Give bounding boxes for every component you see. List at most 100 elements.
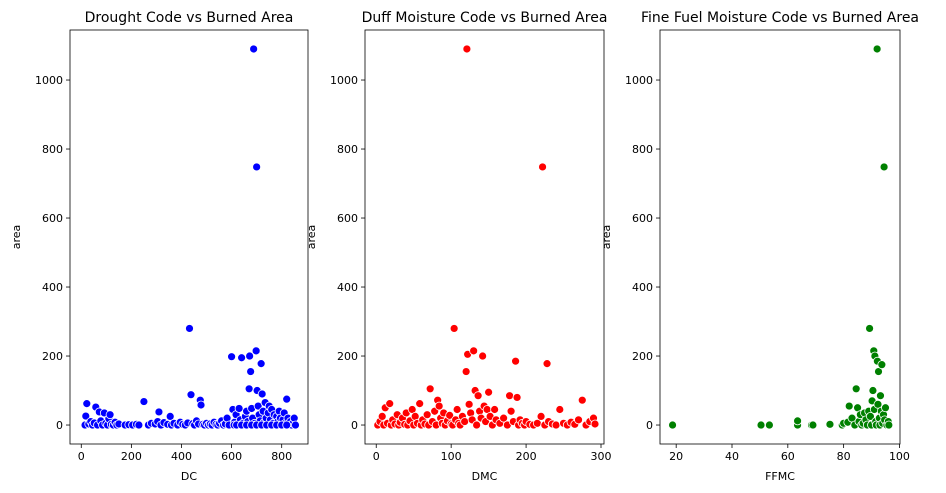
dc-point [165,411,175,421]
dc-x-tick-label: 200 [121,450,142,463]
dmc-x-tick-label: 0 [373,450,380,463]
dc-point [282,420,292,430]
dmc-point [452,405,462,414]
ffmc-y-axis-label: area [600,225,613,250]
dmc-x-tick-label: 300 [591,450,612,463]
dmc-point [577,395,587,405]
dmc-point [422,410,432,420]
ffmc-point [668,420,677,430]
dmc-point [377,411,387,421]
dc-scatter-panel: 0 200 400 600 800 0 200 400 600 800 1000 Drought Co… [10,10,309,483]
dmc-point [449,324,459,333]
dc-point [105,410,115,420]
ffmc-x-tick-label: 40 [725,450,739,463]
dc-point [234,404,244,413]
dc-y-tick-label: 800 [42,143,63,156]
dc-chart-title: Drought Code vs Burned Area [85,10,294,26]
dmc-point [473,391,483,401]
dmc-point [536,411,546,421]
dmc-axes-frame [364,29,605,445]
dc-y-tick-label: 400 [42,281,63,294]
dc-point [291,420,300,430]
dc-point [256,359,266,369]
dc-point [252,162,262,172]
dmc-point [460,417,470,426]
dmc-x-tick-label: 200 [516,450,537,463]
ffmc-point [865,324,874,333]
dmc-point [590,419,600,429]
ffmc-point [881,403,890,413]
dmc-point [478,351,488,361]
dmc-point [542,359,552,369]
dc-x-tick-label: 0 [78,450,85,463]
dmc-point [484,387,494,397]
ffmc-point [884,420,894,430]
ffmc-points [668,44,894,430]
ffmc-axes-frame [659,29,901,445]
dmc-point [462,44,472,54]
dmc-point [499,413,509,423]
dmc-point [461,367,471,376]
ffmc-x-tick-label: 20 [669,450,683,463]
dmc-x-axis-label: DMC [472,470,498,483]
ffmc-point [756,420,766,430]
dmc-point [472,420,482,430]
ffmc-x-tick-label: 60 [781,450,795,463]
dmc-y-axis-label: area [305,225,318,250]
ffmc-point [872,44,882,54]
dc-y-axis-label: area [10,225,23,250]
dc-point [81,411,91,421]
dc-point [246,367,256,376]
dmc-y-tick-label: 200 [337,350,358,363]
dc-axes-frame [69,29,309,445]
dc-point [251,346,261,356]
dc-point [154,407,164,417]
ffmc-point [793,416,802,426]
ffmc-point [876,391,885,401]
dmc-point [464,399,474,409]
ffmc-y-tick-label: 1000 [625,74,653,87]
dmc-point [490,405,500,414]
dc-point [185,324,194,333]
ffmc-point [874,367,883,376]
dc-point [257,389,267,399]
dc-point [282,394,292,404]
ffmc-chart-title: Fine Fuel Moisture Code vs Burned Area [641,10,919,26]
dmc-y-tick-label: 600 [337,212,358,225]
ffmc-y-tick-label: 400 [632,281,653,294]
dmc-y-tick-label: 400 [337,281,358,294]
dmc-y-tick-label: 1000 [330,74,358,87]
ffmc-y-tick-label: 200 [632,350,653,363]
ffmc-point [825,419,835,429]
ffmc-x-tick-label: 80 [837,450,851,463]
dmc-point [469,346,479,356]
dmc-y-tick-label: 0 [351,419,358,432]
ffmc-point [866,411,875,421]
dc-y-tick-label: 0 [56,419,63,432]
dc-x-tick-label: 400 [171,450,192,463]
dmc-x-tick-label: 100 [441,450,462,463]
ffmc-y-tick-label: 600 [632,212,653,225]
dmc-points [373,44,600,430]
ffmc-point [844,401,854,411]
dc-x-tick-label: 800 [271,450,292,463]
ffmc-point [879,162,889,172]
dc-point [82,399,92,409]
dmc-point [385,399,395,409]
ffmc-y-tick-label: 800 [632,143,653,156]
dc-point [245,351,255,361]
dmc-point [415,399,425,409]
dmc-point [512,393,522,402]
ffmc-point [873,399,883,409]
dc-point [237,353,247,363]
dmc-scatter-panel: 0 100 200 300 0 200 400 600 800 1000 Duff Moisture… [305,10,612,483]
ffmc-point [808,420,818,430]
ffmc-point [765,420,774,430]
dc-x-tick-label: 600 [221,450,242,463]
dc-point [186,390,196,400]
dmc-point [425,384,435,394]
ffmc-x-axis-label: FFMC [765,470,795,483]
ffmc-point [877,360,887,370]
